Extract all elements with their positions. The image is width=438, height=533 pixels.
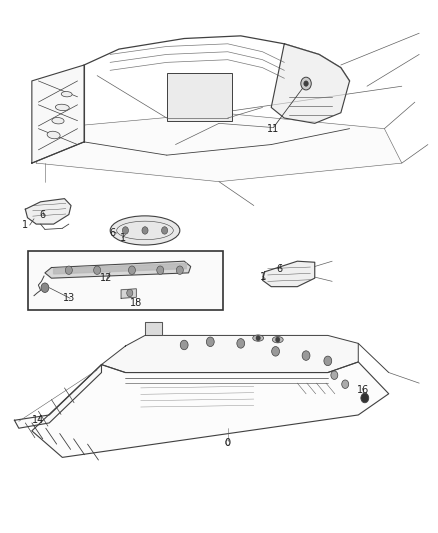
Text: 6: 6 bbox=[40, 209, 46, 220]
Ellipse shape bbox=[61, 92, 72, 97]
Circle shape bbox=[177, 266, 184, 274]
Circle shape bbox=[324, 356, 332, 366]
Text: 16: 16 bbox=[357, 384, 369, 394]
Polygon shape bbox=[32, 362, 389, 457]
Polygon shape bbox=[14, 365, 102, 428]
Ellipse shape bbox=[55, 104, 69, 111]
Bar bbox=[41, 135, 60, 144]
Circle shape bbox=[128, 266, 135, 274]
Circle shape bbox=[361, 393, 369, 403]
Circle shape bbox=[122, 227, 128, 234]
Polygon shape bbox=[53, 263, 186, 274]
Ellipse shape bbox=[110, 216, 180, 245]
Text: 14: 14 bbox=[32, 415, 45, 425]
Text: 1: 1 bbox=[120, 233, 126, 244]
Circle shape bbox=[94, 266, 101, 274]
Circle shape bbox=[276, 337, 280, 342]
Ellipse shape bbox=[52, 117, 64, 124]
Circle shape bbox=[237, 338, 245, 348]
Text: 6: 6 bbox=[277, 264, 283, 274]
Polygon shape bbox=[262, 261, 315, 287]
Circle shape bbox=[162, 227, 168, 234]
Polygon shape bbox=[32, 65, 84, 163]
Text: 0: 0 bbox=[225, 438, 231, 448]
Text: 1: 1 bbox=[22, 220, 28, 230]
Text: 13: 13 bbox=[63, 293, 75, 303]
Circle shape bbox=[41, 283, 49, 293]
Circle shape bbox=[302, 351, 310, 360]
Circle shape bbox=[301, 77, 311, 90]
Circle shape bbox=[331, 371, 338, 379]
Text: 6: 6 bbox=[110, 228, 116, 238]
Polygon shape bbox=[102, 335, 358, 373]
Circle shape bbox=[256, 335, 260, 341]
Polygon shape bbox=[45, 261, 191, 278]
Circle shape bbox=[180, 340, 188, 350]
Polygon shape bbox=[25, 199, 71, 224]
Polygon shape bbox=[36, 113, 402, 182]
Bar bbox=[167, 73, 232, 120]
Circle shape bbox=[157, 266, 164, 274]
Bar bbox=[43, 120, 60, 128]
Text: 11: 11 bbox=[267, 124, 279, 134]
Polygon shape bbox=[271, 44, 350, 123]
Text: 12: 12 bbox=[100, 273, 112, 283]
Bar bbox=[28, 251, 223, 310]
Text: 18: 18 bbox=[130, 297, 142, 308]
Polygon shape bbox=[145, 322, 162, 335]
Circle shape bbox=[142, 227, 148, 234]
Circle shape bbox=[65, 266, 72, 274]
Circle shape bbox=[304, 81, 308, 86]
Ellipse shape bbox=[272, 336, 283, 343]
Circle shape bbox=[127, 289, 133, 297]
Polygon shape bbox=[121, 289, 136, 298]
Bar bbox=[41, 106, 60, 115]
Circle shape bbox=[342, 380, 349, 389]
Circle shape bbox=[272, 346, 279, 356]
Ellipse shape bbox=[253, 335, 264, 341]
Text: 1: 1 bbox=[259, 272, 265, 282]
Circle shape bbox=[206, 337, 214, 346]
Ellipse shape bbox=[47, 131, 60, 139]
